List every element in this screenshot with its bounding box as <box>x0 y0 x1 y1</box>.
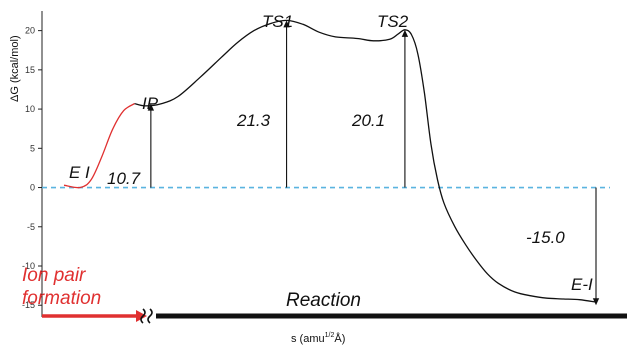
y-tick-label: -15 <box>22 300 35 310</box>
state-label-ip: IP <box>142 94 159 113</box>
y-tick-label: -10 <box>22 261 35 271</box>
barrier-label-ip: 10.7 <box>107 169 141 188</box>
y-tick-label: 5 <box>30 143 35 153</box>
energy-arrow-head <box>592 298 600 306</box>
y-axis-label: ΔG (kcal/mol) <box>9 35 21 102</box>
y-tick-label: 15 <box>25 65 35 75</box>
state-label-ts2: TS2 <box>377 12 409 31</box>
phase-label-reaction: Reaction <box>286 290 361 311</box>
phase-label-ion-pair-line1: Ion pair <box>22 265 86 286</box>
y-tick-label: 10 <box>25 104 35 114</box>
barrier-label-ei: -15.0 <box>526 228 565 247</box>
barrier-label-ts2: 20.1 <box>351 111 385 130</box>
ion-pair-phase-arrowhead <box>136 310 147 322</box>
y-tick-label: 0 <box>30 183 35 193</box>
y-tick-label: -5 <box>27 222 35 232</box>
phase-label-ion-pair-line2: formation <box>22 288 101 309</box>
energy-arrow-head <box>401 29 409 37</box>
state-label-ts1: TS1 <box>262 12 293 31</box>
state-label-ei: E I <box>69 163 90 182</box>
y-axis: -15 -10 -5 0 5 10 15 20 <box>22 11 43 317</box>
energy-arrows <box>147 20 600 306</box>
state-label-e-i: E-I <box>571 275 593 294</box>
y-tick-label: 20 <box>25 26 35 36</box>
x-axis-label: s (amu1/2Å) <box>291 332 345 345</box>
barrier-label-ts1: 21.3 <box>236 111 271 130</box>
energy-arrow-head <box>283 20 290 28</box>
axis-break-icon <box>140 308 153 324</box>
reaction-curve <box>134 19 597 303</box>
ion-pair-curve <box>63 103 135 189</box>
energy-arrow-head <box>147 103 155 111</box>
